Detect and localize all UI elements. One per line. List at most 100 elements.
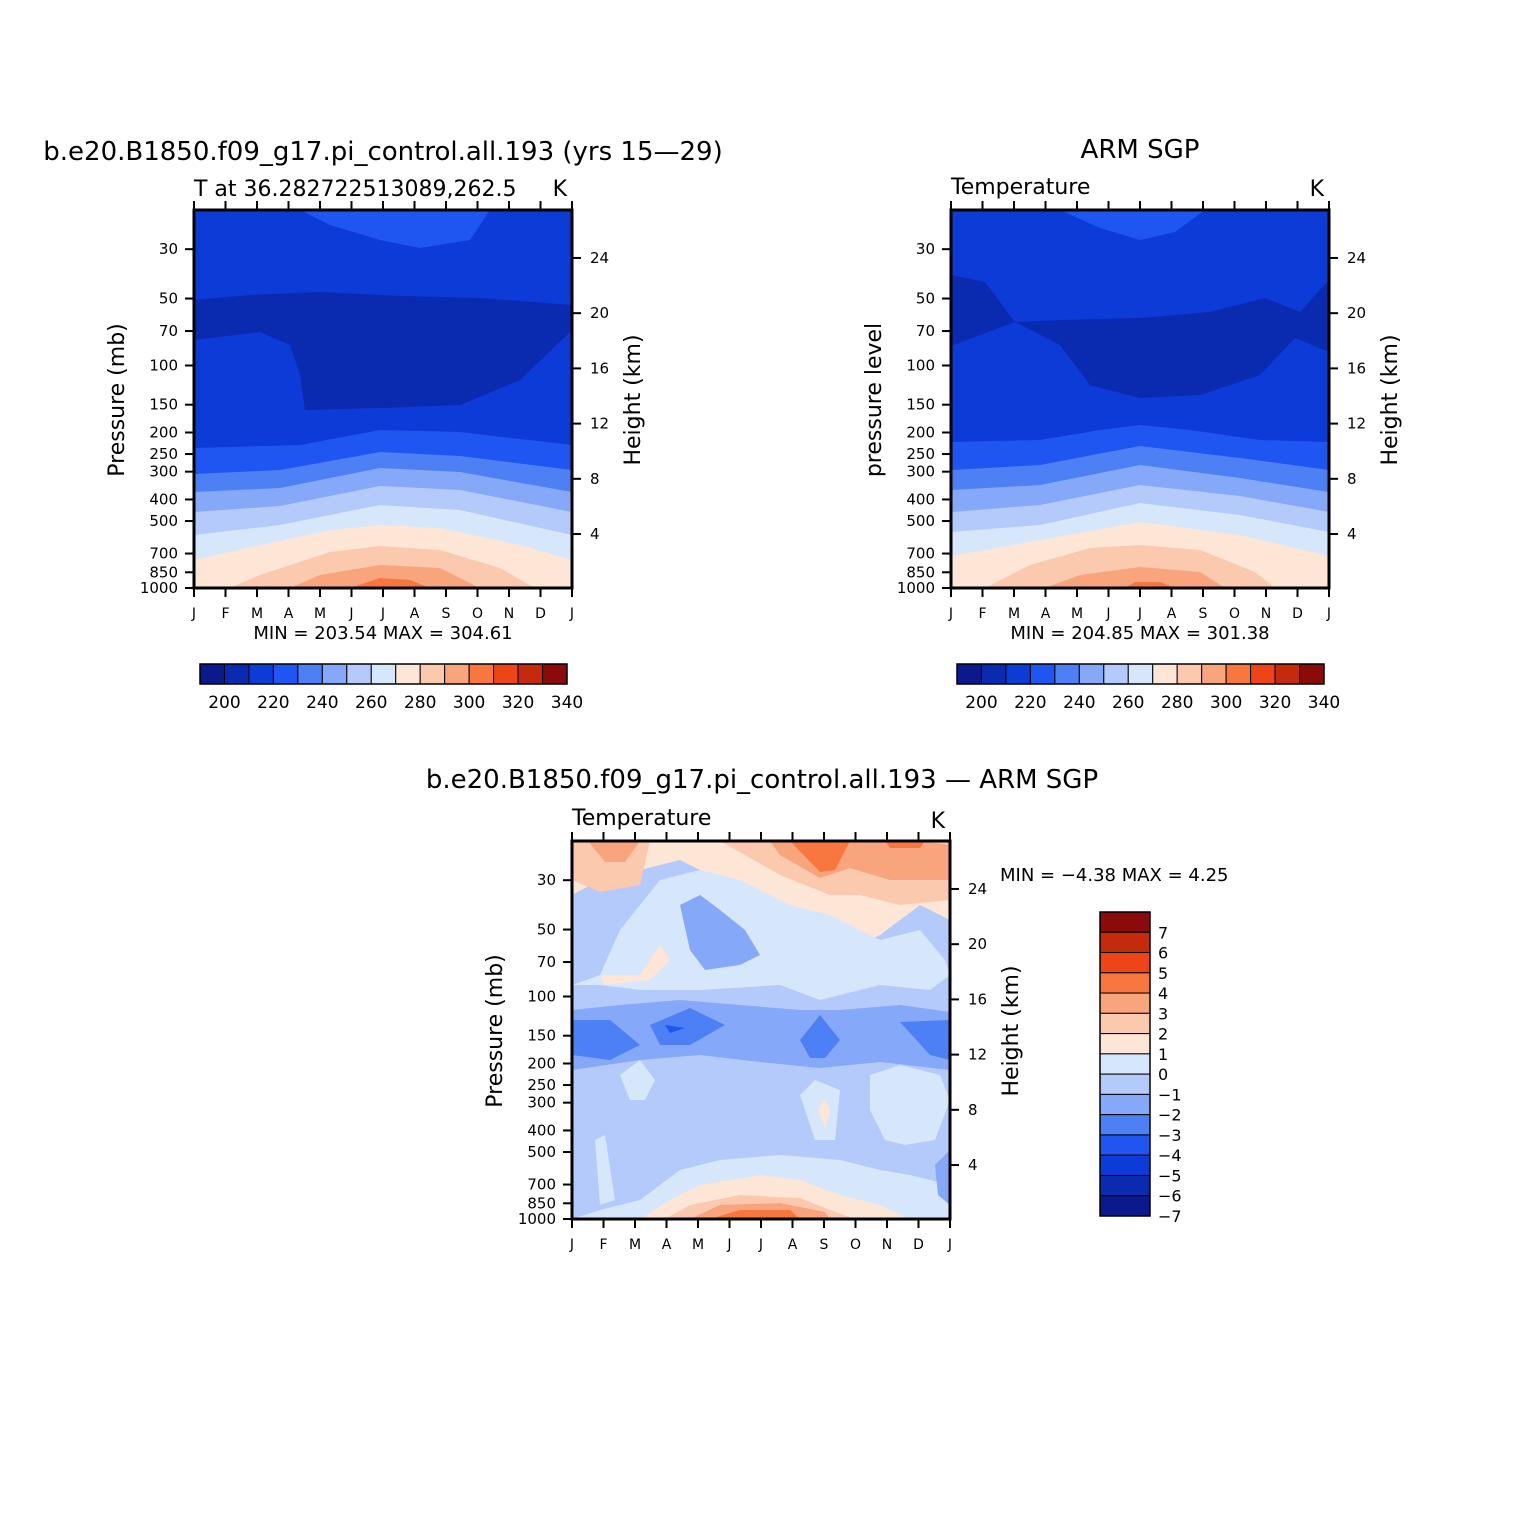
- height-tick-label: 4: [968, 1156, 978, 1174]
- colorbar-swatch: [956, 663, 982, 685]
- y-tick-label: 850: [906, 563, 935, 581]
- y-tick-label: 250: [527, 1076, 556, 1094]
- colorbar-swatch: [1029, 663, 1056, 685]
- x-tick-label: A: [662, 1237, 672, 1253]
- y-tick-label: 30: [916, 240, 935, 258]
- colorbar-swatch: [444, 663, 470, 685]
- x-tick-label: N: [504, 606, 514, 622]
- colorbar-label: −7: [1158, 1207, 1182, 1226]
- height-tick-label: 20: [1347, 304, 1366, 322]
- y-tick-label: 100: [906, 357, 935, 375]
- colorbar-label: 280: [404, 693, 436, 713]
- colorbar-swatch: [1127, 663, 1154, 685]
- x-tick-label: O: [1229, 606, 1240, 622]
- x-tick-label: J: [569, 1237, 574, 1253]
- height-tick-label: 8: [968, 1101, 978, 1119]
- x-tick-label: D: [1292, 606, 1303, 622]
- colorbar: 200 220 240 260 280 300 320 340: [956, 663, 1340, 713]
- colorbar-swatch: [248, 663, 274, 685]
- y-axis-title: Pressure (mb): [105, 323, 130, 477]
- x-tick-label: M: [692, 1237, 704, 1253]
- y-tick-label: 250: [906, 445, 935, 463]
- y-axis-title: pressure level: [862, 323, 887, 477]
- x-tick-label: J: [380, 606, 385, 622]
- y-tick-label: 700: [906, 545, 935, 563]
- y-tick-label: 200: [527, 1054, 556, 1072]
- colorbar-label: 340: [1308, 693, 1340, 713]
- colorbar-label: 220: [257, 693, 289, 713]
- x-tick-label: J: [758, 1237, 763, 1253]
- x-tick-label: J: [1137, 606, 1142, 622]
- panel-title: b.e20.B1850.f09_g17.pi_control.all.193 —…: [426, 765, 1098, 795]
- x-tick-label: A: [410, 606, 420, 622]
- variable-label: T at 36.282722513089,262.5: [193, 177, 516, 202]
- colorbar-label: −2: [1158, 1106, 1182, 1125]
- colorbar-label: 220: [1014, 693, 1046, 713]
- colorbar-swatch: [1099, 931, 1151, 954]
- height-tick-label: 24: [590, 249, 609, 267]
- colorbar-label: 4: [1158, 984, 1168, 1003]
- colorbar-swatch: [272, 663, 299, 685]
- colorbar-label: 240: [306, 693, 338, 713]
- colorbar-label: 200: [965, 693, 997, 713]
- units-label: K: [553, 177, 568, 202]
- height-tick-label: 24: [968, 880, 987, 898]
- colorbar-swatch: [1099, 1053, 1151, 1075]
- colorbar-label: 3: [1158, 1004, 1168, 1023]
- colorbar-swatch: [1299, 663, 1325, 685]
- y-tick-label: 300: [906, 463, 935, 481]
- colorbar-swatch: [542, 663, 568, 685]
- colorbar-label: 280: [1161, 693, 1193, 713]
- height-axis: 24 20 16 12 8 4: [950, 880, 987, 1174]
- colorbar-label: 320: [502, 693, 534, 713]
- colorbar-swatch: [468, 663, 495, 685]
- x-tick-label: F: [978, 606, 986, 622]
- x-tick-label: J: [348, 606, 353, 622]
- colorbar-label: 0: [1158, 1065, 1168, 1084]
- y-tick-label: 500: [149, 512, 178, 530]
- colorbar-swatch: [1201, 663, 1227, 685]
- colorbar-swatch: [1099, 1073, 1151, 1095]
- x-tick-label: S: [1199, 606, 1208, 622]
- colorbar: 200 220 240 260 280 300 320 340: [199, 663, 583, 713]
- colorbar-swatch: [1274, 663, 1301, 685]
- y-tick-label: 200: [906, 423, 935, 441]
- colorbar-label: 260: [355, 693, 387, 713]
- colorbar-label: 260: [1112, 693, 1144, 713]
- x-tick-label: M: [251, 606, 263, 622]
- panel-title: ARM SGP: [1081, 135, 1200, 165]
- height-tick-label: 24: [1347, 249, 1366, 267]
- panel-title: b.e20.B1850.f09_g17.pi_control.all.193 (…: [43, 137, 722, 167]
- colorbar-label: 320: [1259, 693, 1291, 713]
- colorbar-label: 200: [208, 693, 240, 713]
- x-tick-label: O: [472, 606, 483, 622]
- colorbar-swatch: [346, 663, 372, 685]
- y-tick-label: 250: [149, 445, 178, 463]
- panel-model: b.e20.B1850.f09_g17.pi_control.all.193 (…: [43, 137, 722, 713]
- y-tick-label: 30: [159, 240, 178, 258]
- x-tick-label: F: [599, 1237, 607, 1253]
- colorbar-swatch: [1099, 1154, 1151, 1176]
- colorbar-label: 300: [1210, 693, 1242, 713]
- x-tick-label: F: [221, 606, 229, 622]
- colorbar-swatch: [1005, 663, 1031, 685]
- x-tick-label: A: [788, 1237, 798, 1253]
- min-max-stats: MIN = −4.38 MAX = 4.25: [1000, 865, 1229, 886]
- colorbar-swatch: [1152, 663, 1178, 685]
- colorbar-label: 300: [453, 693, 485, 713]
- height-tick-label: 16: [968, 990, 987, 1008]
- colorbar-swatch: [1225, 663, 1252, 685]
- height-tick-label: 12: [590, 415, 609, 433]
- colorbar-label: −6: [1158, 1187, 1182, 1206]
- x-tick-label: J: [569, 606, 574, 622]
- colorbar-frame: [199, 663, 568, 685]
- y-tick-label: 70: [537, 953, 556, 971]
- height-tick-label: 16: [590, 359, 609, 377]
- y-tick-label: 150: [906, 396, 935, 414]
- colorbar-swatch: [1099, 1093, 1151, 1116]
- y-tick-label: 1000: [140, 579, 178, 597]
